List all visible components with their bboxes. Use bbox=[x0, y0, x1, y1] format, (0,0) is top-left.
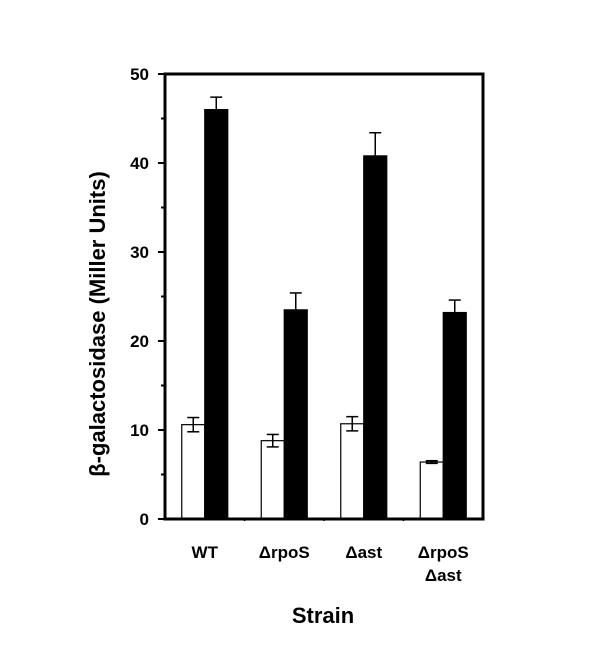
axis-layer: 0 10 20 30 40 50 WT ΔrpoS Δast ΔrpoS Δast bbox=[130, 65, 485, 585]
x-tick-label: ΔrpoS bbox=[259, 543, 310, 562]
y-tick-label: 0 bbox=[140, 510, 149, 529]
bar bbox=[260, 440, 285, 520]
x-tick-label: ΔrpoS bbox=[418, 543, 469, 562]
bar bbox=[363, 155, 388, 520]
bar bbox=[340, 423, 365, 520]
y-tick-label: 20 bbox=[130, 332, 149, 351]
bar bbox=[442, 311, 467, 520]
bars-layer bbox=[181, 96, 467, 520]
y-tick-label: 10 bbox=[130, 421, 149, 440]
x-tick-label: Δast bbox=[425, 566, 462, 585]
y-tick-label: 50 bbox=[130, 65, 149, 84]
x-tick-label: WT bbox=[192, 543, 219, 562]
bar bbox=[204, 108, 229, 520]
y-axis-title: β-galactosidase (Miller Units) bbox=[85, 171, 110, 477]
plot-frame bbox=[163, 72, 485, 521]
bar bbox=[181, 424, 206, 520]
y-tick-label: 40 bbox=[130, 154, 149, 173]
y-tick-label: 30 bbox=[130, 243, 149, 262]
x-tick-label: Δast bbox=[345, 543, 382, 562]
x-axis-title: Strain bbox=[292, 603, 354, 628]
bar bbox=[419, 461, 444, 520]
bar bbox=[283, 309, 308, 520]
